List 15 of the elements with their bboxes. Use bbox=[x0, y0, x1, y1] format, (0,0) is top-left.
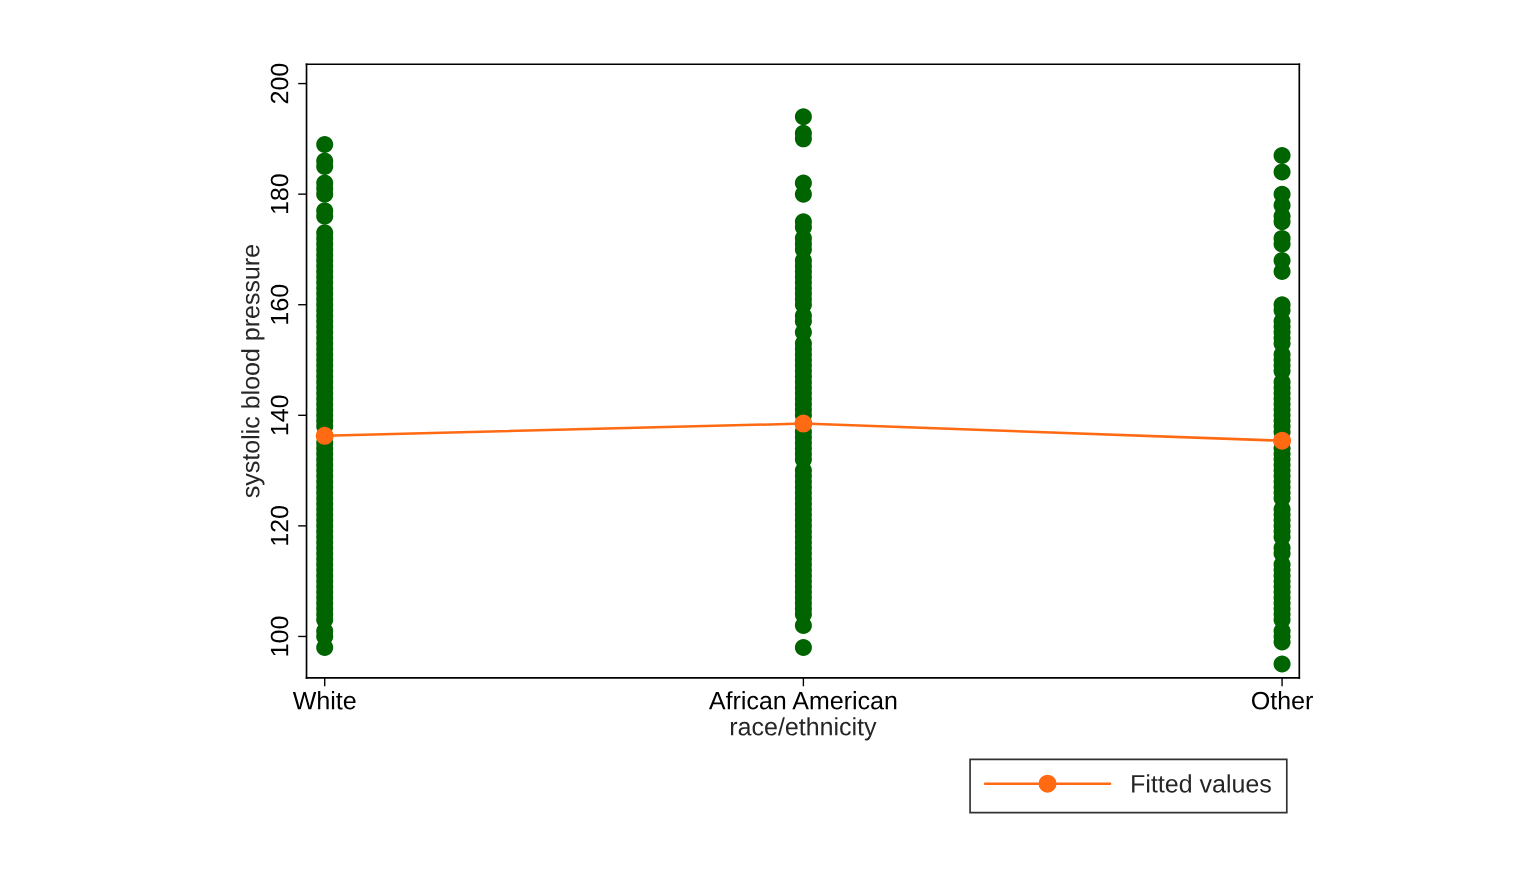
y-tick-label: 180 bbox=[270, 174, 289, 214]
x-tick-label: White bbox=[292, 691, 356, 710]
y-tick-label: 160 bbox=[270, 284, 289, 324]
y-tick-label: 100 bbox=[270, 616, 289, 656]
x-axis-title: race/ethnicity bbox=[730, 717, 877, 741]
point bbox=[1273, 431, 1292, 450]
x-tick-label: African American bbox=[708, 691, 897, 710]
y-tick-label: 140 bbox=[270, 395, 289, 435]
point bbox=[794, 414, 813, 433]
point bbox=[315, 426, 334, 445]
y-axis-title: systolic blood pressure bbox=[241, 245, 265, 498]
y-tick-label: 200 bbox=[270, 63, 289, 104]
y-tick-label: 120 bbox=[270, 506, 289, 545]
legend-label: Fitted values bbox=[1132, 774, 1271, 793]
x-tick-label: Other bbox=[1251, 691, 1313, 710]
